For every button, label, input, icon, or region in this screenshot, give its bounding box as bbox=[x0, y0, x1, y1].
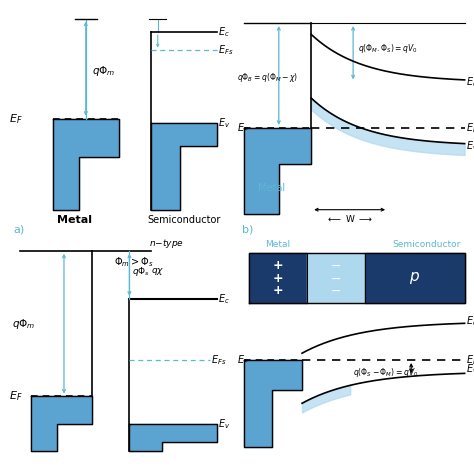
Text: $q\Phi_B=q(\Phi_M-\chi)$: $q\Phi_B=q(\Phi_M-\chi)$ bbox=[237, 71, 298, 84]
Polygon shape bbox=[244, 128, 311, 214]
Text: $q(\Phi_M.\Phi_S)=qV_0$: $q(\Phi_M.\Phi_S)=qV_0$ bbox=[358, 42, 418, 55]
Polygon shape bbox=[31, 396, 92, 451]
Text: +: + bbox=[273, 272, 283, 285]
Polygon shape bbox=[151, 123, 217, 210]
Polygon shape bbox=[53, 118, 118, 210]
Text: $E_v$: $E_v$ bbox=[218, 116, 230, 130]
Text: a): a) bbox=[14, 225, 25, 235]
Text: $E_F$: $E_F$ bbox=[9, 390, 23, 403]
Polygon shape bbox=[129, 424, 217, 451]
Text: Metal: Metal bbox=[57, 215, 92, 225]
Text: $q(\Phi_S-\Phi_M)=qV_0$: $q(\Phi_S-\Phi_M)=qV_0$ bbox=[353, 366, 419, 379]
Text: $E_c$: $E_c$ bbox=[218, 292, 229, 306]
Text: $E_c$: $E_c$ bbox=[466, 75, 474, 89]
Text: $E_v$: $E_v$ bbox=[466, 139, 474, 153]
Text: $E_v$: $E_v$ bbox=[466, 362, 474, 376]
Text: $E_v$: $E_v$ bbox=[218, 417, 230, 431]
Text: Metal: Metal bbox=[265, 240, 290, 249]
Text: $E_{Fs}$: $E_{Fs}$ bbox=[218, 44, 233, 57]
Text: $p$: $p$ bbox=[409, 270, 420, 286]
Text: $q\Phi_m$: $q\Phi_m$ bbox=[92, 64, 116, 78]
Text: b): b) bbox=[242, 225, 253, 235]
Text: +: + bbox=[273, 284, 283, 297]
Text: $E_F$: $E_F$ bbox=[237, 353, 249, 367]
Text: $E_{Fs}$: $E_{Fs}$ bbox=[211, 353, 227, 367]
Polygon shape bbox=[244, 360, 302, 447]
Text: $E_c$: $E_c$ bbox=[218, 25, 229, 39]
Polygon shape bbox=[365, 253, 465, 303]
Text: $n\mathit{-type}$: $n\mathit{-type}$ bbox=[149, 237, 184, 250]
Text: $q\chi$: $q\chi$ bbox=[151, 266, 164, 277]
Text: $E_F$: $E_F$ bbox=[9, 112, 23, 126]
Text: $\Phi_m>\Phi_s$: $\Phi_m>\Phi_s$ bbox=[114, 255, 154, 269]
Text: $\longleftarrow$ W $\longrightarrow$: $\longleftarrow$ W $\longrightarrow$ bbox=[326, 213, 373, 224]
Text: $q\Phi_m$: $q\Phi_m$ bbox=[12, 317, 35, 331]
Text: +: + bbox=[273, 259, 283, 272]
Text: $E_F$: $E_F$ bbox=[466, 353, 474, 367]
Polygon shape bbox=[307, 253, 365, 303]
Text: $-$: $-$ bbox=[330, 272, 341, 285]
Text: $E_F$: $E_F$ bbox=[466, 121, 474, 135]
Text: Semiconductor: Semiconductor bbox=[392, 240, 460, 249]
Text: Semiconductor: Semiconductor bbox=[147, 215, 220, 225]
Text: $-$: $-$ bbox=[330, 284, 341, 297]
Text: $E_c$: $E_c$ bbox=[466, 314, 474, 328]
Text: $q\Phi_s$: $q\Phi_s$ bbox=[132, 265, 150, 278]
Text: Metal: Metal bbox=[258, 183, 285, 193]
Polygon shape bbox=[248, 253, 307, 303]
Text: $E_F$: $E_F$ bbox=[237, 121, 249, 135]
Text: $-$: $-$ bbox=[330, 259, 341, 272]
